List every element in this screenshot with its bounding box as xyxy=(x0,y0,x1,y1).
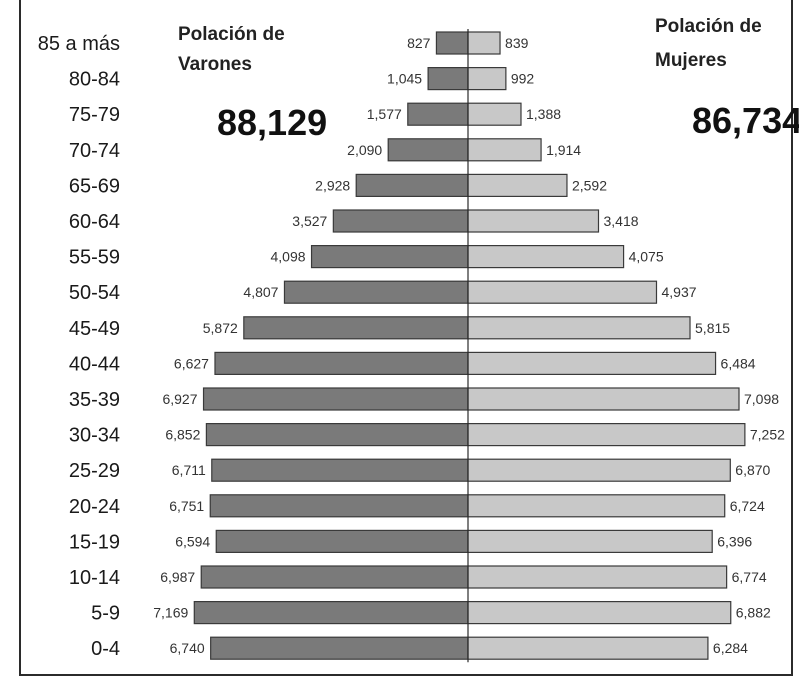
male-bar xyxy=(332,209,469,233)
male-value-label: 4,807 xyxy=(243,284,278,300)
age-group-label: 15-19 xyxy=(69,531,120,553)
female-bar xyxy=(467,387,740,411)
female-value-label: 6,484 xyxy=(721,355,756,371)
age-group-label: 60-64 xyxy=(69,211,120,233)
age-group-label: 80-84 xyxy=(69,69,120,91)
age-group-label: 40-44 xyxy=(69,353,120,375)
male-value-label: 6,627 xyxy=(174,355,209,371)
female-value-label: 6,284 xyxy=(713,640,748,656)
age-group-label: 30-34 xyxy=(69,425,120,447)
female-bar xyxy=(467,31,501,55)
females-total: 86,734 xyxy=(692,100,799,141)
male-value-label: 1,577 xyxy=(367,106,402,122)
male-value-label: 3,527 xyxy=(292,213,327,229)
male-bar xyxy=(387,138,469,162)
male-bar xyxy=(202,387,469,411)
age-group-label: 65-69 xyxy=(69,175,120,197)
males-header-line2: Varones xyxy=(178,54,252,75)
male-value-label: 2,928 xyxy=(315,177,350,193)
female-value-label: 6,774 xyxy=(732,569,767,585)
female-bar xyxy=(467,173,568,197)
female-value-label: 992 xyxy=(511,71,535,87)
male-value-label: 5,872 xyxy=(203,320,238,336)
age-group-label: 55-59 xyxy=(69,247,120,269)
male-bar xyxy=(283,280,469,304)
female-bar xyxy=(467,102,522,126)
female-bar xyxy=(467,636,709,660)
female-value-label: 7,098 xyxy=(744,391,779,407)
age-group-label: 5-9 xyxy=(91,603,120,625)
female-bar xyxy=(467,66,507,91)
male-bar xyxy=(427,66,469,91)
female-bar xyxy=(467,458,731,482)
male-bar xyxy=(355,173,469,197)
female-value-label: 6,870 xyxy=(735,462,770,478)
females-header-line1: Polación de xyxy=(655,16,762,37)
female-value-label: 7,252 xyxy=(750,427,785,443)
male-bar xyxy=(209,494,469,518)
male-value-label: 6,852 xyxy=(165,427,200,443)
male-value-label: 6,711 xyxy=(172,462,206,478)
female-bar xyxy=(467,494,726,518)
male-value-label: 6,987 xyxy=(160,569,195,585)
age-group-label: 75-79 xyxy=(69,104,120,126)
age-group-label: 25-29 xyxy=(69,460,120,482)
age-group-label: 70-74 xyxy=(69,140,120,162)
male-bar xyxy=(210,636,469,660)
male-bar xyxy=(193,600,469,625)
males-header-line1: Polación de xyxy=(178,24,285,45)
male-value-label: 2,090 xyxy=(347,142,382,158)
male-value-label: 4,098 xyxy=(270,249,305,265)
female-bar xyxy=(467,600,732,625)
male-value-label: 6,740 xyxy=(170,640,205,656)
male-bar xyxy=(211,458,469,482)
female-value-label: 3,418 xyxy=(603,213,638,229)
age-group-label: 20-24 xyxy=(69,496,120,518)
male-bar xyxy=(205,423,469,447)
age-group-label: 0-4 xyxy=(91,638,120,660)
female-value-label: 4,075 xyxy=(629,249,664,265)
male-bar xyxy=(200,565,469,589)
female-value-label: 6,396 xyxy=(717,533,752,549)
female-value-label: 839 xyxy=(505,35,529,51)
male-bar xyxy=(243,316,469,340)
male-bar xyxy=(407,102,469,126)
male-bar xyxy=(310,245,469,269)
females-header: Polación de Mujeres xyxy=(655,10,762,78)
male-value-label: 6,751 xyxy=(169,498,204,514)
male-bar xyxy=(215,529,469,554)
female-bar xyxy=(467,316,691,340)
female-bar xyxy=(467,529,713,554)
males-total: 88,129 xyxy=(217,102,328,143)
female-bar xyxy=(467,245,625,269)
female-bar xyxy=(467,351,717,375)
female-value-label: 1,388 xyxy=(526,106,561,122)
female-value-label: 1,914 xyxy=(546,142,581,158)
male-value-label: 7,169 xyxy=(153,605,188,621)
age-group-label: 85 a más xyxy=(38,33,120,55)
male-value-label: 827 xyxy=(407,35,431,51)
female-bar xyxy=(467,209,600,233)
female-value-label: 2,592 xyxy=(572,177,607,193)
age-group-label: 35-39 xyxy=(69,389,120,411)
female-value-label: 6,882 xyxy=(736,605,771,621)
male-bar xyxy=(214,351,469,375)
females-header-line2: Mujeres xyxy=(655,50,727,71)
female-value-label: 5,815 xyxy=(695,320,730,336)
female-bar xyxy=(467,138,542,162)
male-value-label: 6,927 xyxy=(162,391,197,407)
male-bar xyxy=(435,31,469,55)
female-bar xyxy=(467,423,746,447)
female-bar xyxy=(467,280,658,304)
males-header: Polación de Varones xyxy=(178,20,285,80)
age-group-label: 45-49 xyxy=(69,318,120,340)
male-value-label: 1,045 xyxy=(387,71,422,87)
female-bar xyxy=(467,565,728,589)
age-group-label: 10-14 xyxy=(69,567,120,589)
male-value-label: 6,594 xyxy=(175,533,210,549)
female-value-label: 4,937 xyxy=(661,284,696,300)
female-value-label: 6,724 xyxy=(730,498,765,514)
age-group-label: 50-54 xyxy=(69,282,120,304)
